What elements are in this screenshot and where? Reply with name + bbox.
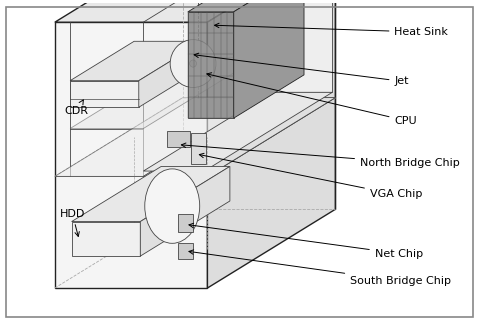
Polygon shape: [143, 92, 332, 171]
Polygon shape: [72, 222, 140, 256]
Polygon shape: [72, 167, 229, 222]
Text: Net Chip: Net Chip: [189, 223, 422, 259]
Text: HDD: HDD: [60, 209, 85, 237]
Polygon shape: [70, 41, 202, 81]
Polygon shape: [187, 12, 233, 118]
Text: Heat Sink: Heat Sink: [214, 23, 447, 37]
Ellipse shape: [145, 169, 199, 243]
Polygon shape: [191, 133, 206, 165]
Text: North Bridge Chip: North Bridge Chip: [181, 143, 459, 168]
Polygon shape: [70, 81, 138, 107]
Ellipse shape: [170, 40, 215, 87]
Polygon shape: [177, 214, 192, 232]
Polygon shape: [271, 0, 332, 92]
Polygon shape: [70, 58, 258, 129]
Ellipse shape: [189, 60, 196, 67]
Polygon shape: [143, 98, 335, 176]
Polygon shape: [177, 243, 192, 259]
Polygon shape: [55, 0, 335, 22]
Polygon shape: [140, 167, 229, 256]
Text: Jet: Jet: [194, 53, 408, 86]
Polygon shape: [207, 0, 335, 288]
Text: CPU: CPU: [207, 73, 416, 126]
Polygon shape: [233, 0, 303, 118]
Polygon shape: [55, 98, 335, 176]
Polygon shape: [187, 0, 303, 12]
Text: VGA Chip: VGA Chip: [199, 153, 422, 200]
Polygon shape: [55, 22, 207, 288]
Text: CDR: CDR: [64, 100, 89, 116]
Polygon shape: [166, 131, 189, 147]
Text: South Bridge Chip: South Bridge Chip: [189, 250, 450, 286]
Polygon shape: [138, 41, 202, 107]
